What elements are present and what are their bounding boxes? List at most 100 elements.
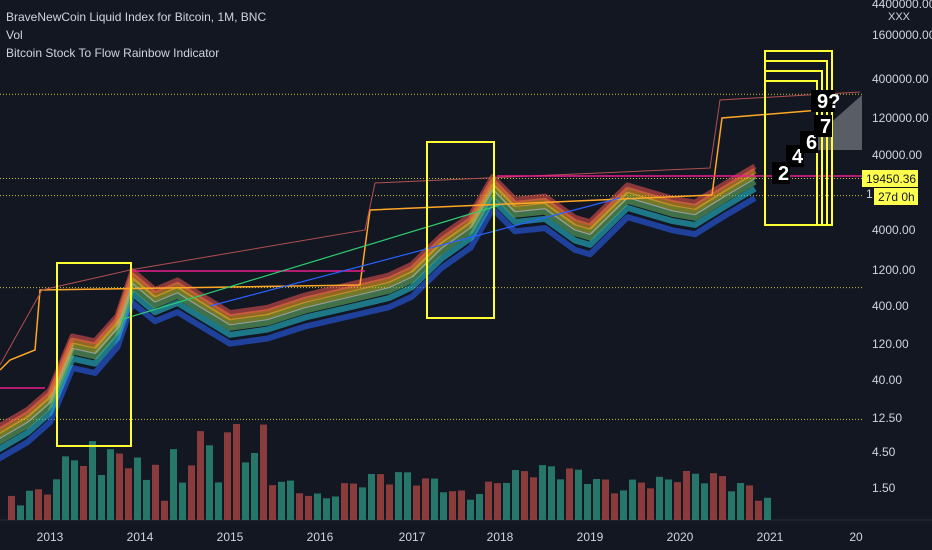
volume-bar (8, 495, 15, 520)
volume-bar (638, 482, 645, 520)
volume-bar (494, 483, 501, 520)
volume-bar (539, 465, 546, 520)
volume-bar (512, 470, 519, 520)
volume-bar (485, 481, 492, 520)
volume-bar (395, 472, 402, 520)
rainbow-band (0, 163, 757, 430)
x-tick-label: 2013 (37, 530, 64, 544)
y-axis-top-label: XXX (888, 11, 911, 23)
volume-bar (224, 432, 231, 520)
rainbow-band (0, 195, 757, 462)
volume-bar (26, 490, 33, 520)
volume-bar (521, 471, 528, 520)
y-tick-label: 1.50 (872, 481, 896, 495)
y-tick-label: 120000.00 (872, 111, 929, 125)
s2f-label: 2 (778, 163, 789, 185)
y-tick-label: 40000.00 (872, 148, 922, 162)
volume-bar (188, 465, 195, 520)
volume-bar (683, 470, 690, 520)
volume-bar (134, 457, 141, 520)
volume-bar (422, 478, 429, 520)
s2f-label-bg (772, 162, 790, 184)
volume-bar (737, 483, 744, 520)
volume-bar (269, 485, 276, 520)
y-tick-label: 4400000.00 (872, 0, 932, 11)
x-tick-label: 2021 (757, 530, 784, 544)
volume-bar (350, 483, 357, 520)
s2f-label-bg (811, 90, 835, 112)
x-tick-label: 2016 (307, 530, 334, 544)
volume-bar (341, 483, 348, 520)
y-tick-label: 12.50 (872, 411, 902, 425)
volume-bar (575, 469, 582, 520)
volume-bar (557, 479, 564, 520)
volume-bar (449, 491, 456, 520)
volume-bar (530, 477, 537, 520)
volume-bar (620, 490, 627, 520)
volume-bar (440, 492, 447, 520)
x-tick-label: 2015 (217, 530, 244, 544)
volume-bar (89, 441, 96, 520)
rainbow-band (0, 186, 757, 453)
x-tick-label: 2014 (127, 530, 154, 544)
x-tick-label: 2018 (487, 530, 514, 544)
y-tick-label: 4000.00 (872, 223, 916, 237)
volume-bar (197, 431, 204, 520)
volume-bar (44, 494, 51, 520)
y-tick-label: 400000.00 (872, 72, 929, 86)
volume-bar (332, 496, 339, 520)
volume-bar (170, 449, 177, 520)
x-tick-label: 2017 (399, 530, 426, 544)
volume-bar (404, 472, 411, 520)
x-tick-label: 2019 (577, 530, 604, 544)
volume-bar (251, 453, 258, 520)
volume-bar (431, 478, 438, 520)
volume-bar (260, 424, 267, 520)
volume-bar (368, 474, 375, 520)
green-trend-line (119, 204, 501, 321)
s2f-label-bg (800, 131, 818, 153)
y-tick-label: 1600000.00 (872, 28, 932, 42)
highlight-box (56, 262, 132, 447)
blue-trend-line (209, 197, 621, 307)
volume-bar (161, 500, 168, 520)
y-tick-label: 120.00 (872, 337, 909, 351)
volume-bar (746, 485, 753, 520)
s2f-label: 6 (806, 132, 817, 154)
countdown-badge-bg (874, 188, 918, 205)
s2f-label-bg (786, 145, 804, 167)
volume-bar (71, 460, 78, 520)
volume-bar (503, 482, 510, 520)
volume-bar (602, 479, 609, 520)
volume-bar (233, 423, 240, 520)
volume-bar (278, 481, 285, 520)
volume-bar (242, 462, 249, 520)
legend-indicator: Bitcoin Stock To Flow Rainbow Indicator (6, 46, 220, 60)
volume-bar (719, 476, 726, 520)
volume-bar (656, 476, 663, 520)
volume-bar (728, 491, 735, 520)
volume-bar (674, 482, 681, 520)
volume-bar (692, 473, 699, 520)
price-badge-value: 19450.36 (866, 172, 916, 186)
s2f-label: 9? (817, 91, 840, 113)
x-tick-label: 20 (849, 530, 863, 544)
volume-bar (287, 480, 294, 520)
volume-bar (647, 488, 654, 520)
volume-bar (611, 493, 618, 520)
volume-bar (467, 499, 474, 520)
volume-bar (413, 485, 420, 520)
y-tick-label: 1200.00 (872, 263, 916, 277)
volume-bar (710, 473, 717, 520)
volume-bar (35, 489, 42, 520)
volume-bar (62, 456, 69, 520)
volume-bar (548, 466, 555, 520)
volume-bar (215, 482, 222, 520)
volume-bar (152, 464, 159, 520)
x-tick-label: 2020 (667, 530, 694, 544)
volume-bar (458, 490, 465, 520)
legend-volume: Vol (6, 28, 23, 42)
volume-bar (17, 505, 24, 520)
